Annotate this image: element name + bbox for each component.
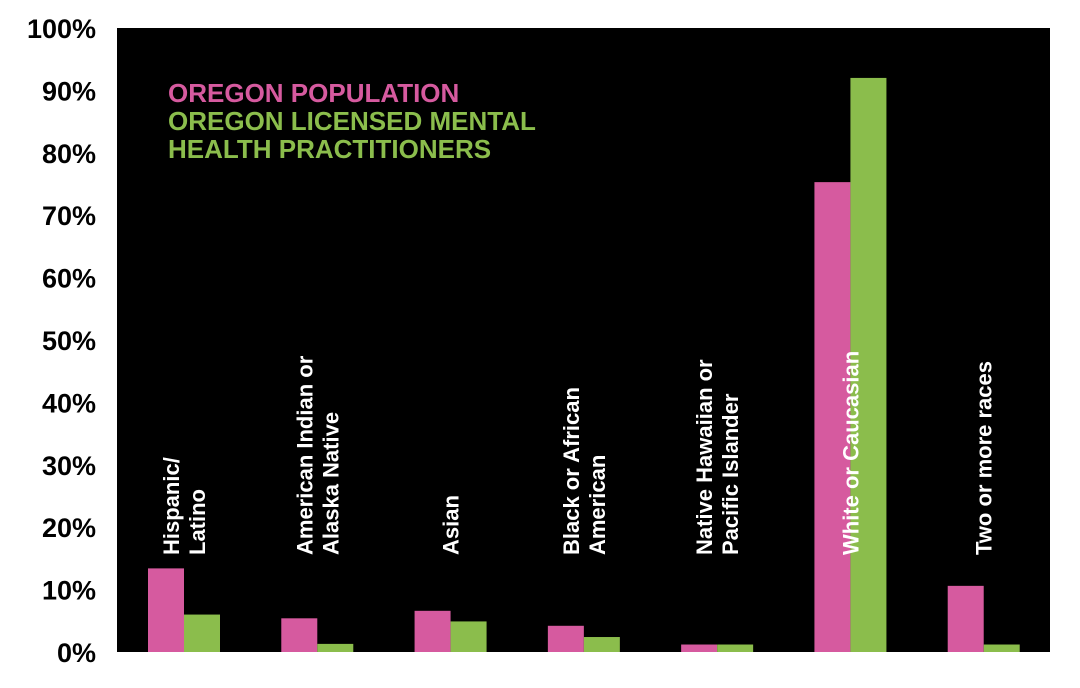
plot-area <box>117 28 1050 652</box>
bar-oregon-population <box>281 618 318 652</box>
bar-oregon-population <box>414 610 451 652</box>
y-tick-label: 60% <box>42 264 96 294</box>
y-tick-label: 100% <box>27 14 96 44</box>
bars-group <box>148 77 1020 653</box>
y-tick-label: 30% <box>42 451 96 481</box>
bar-practitioners <box>717 644 754 652</box>
category-label: Latino <box>185 489 210 555</box>
category-label: Pacific Islander <box>718 393 743 555</box>
legend-item-practitioners: OREGON LICENSED MENTAL <box>168 106 536 136</box>
bar-practitioners <box>450 621 487 652</box>
category-label: American Indian or <box>292 355 317 555</box>
bar-oregon-population <box>681 644 718 652</box>
y-tick-label: 70% <box>42 201 96 231</box>
bar-practitioners <box>317 643 354 652</box>
category-label: Alaska Native <box>318 412 343 555</box>
bar-practitioners <box>850 77 887 653</box>
legend-item-population: OREGON POPULATION <box>168 78 459 108</box>
category-label: Two or more races <box>972 361 997 555</box>
bar-practitioners <box>184 614 220 652</box>
y-tick-label: 90% <box>42 76 96 106</box>
bar-oregon-population <box>947 585 984 652</box>
category-labels: Hispanic/Latino American Indian or Alaska … <box>159 351 997 555</box>
bar-oregon-population <box>148 568 184 652</box>
category-label: Hispanic/ <box>159 457 184 555</box>
y-axis-ticks: 0% 10% 20% 30% 40% 50% 60% 70% 80% 90% 100% <box>27 14 96 668</box>
bar-practitioners <box>583 637 620 652</box>
bar-practitioners <box>983 644 1020 652</box>
category-label: Asian <box>439 495 464 555</box>
category-label: Native Hawaiian or <box>692 359 717 555</box>
y-tick-label: 0% <box>57 638 96 668</box>
y-tick-label: 40% <box>42 388 96 418</box>
y-tick-label: 10% <box>42 576 96 606</box>
y-tick-label: 20% <box>42 513 96 543</box>
category-label: Black or African <box>559 387 584 555</box>
category-label: American <box>585 455 610 555</box>
y-tick-label: 50% <box>42 326 96 356</box>
y-tick-label: 80% <box>42 139 96 169</box>
category-label: White or Caucasian <box>838 351 863 555</box>
bar-oregon-population <box>814 182 851 653</box>
bar-oregon-population <box>547 625 584 652</box>
legend-item-practitioners: HEALTH PRACTITIONERS <box>168 134 491 164</box>
